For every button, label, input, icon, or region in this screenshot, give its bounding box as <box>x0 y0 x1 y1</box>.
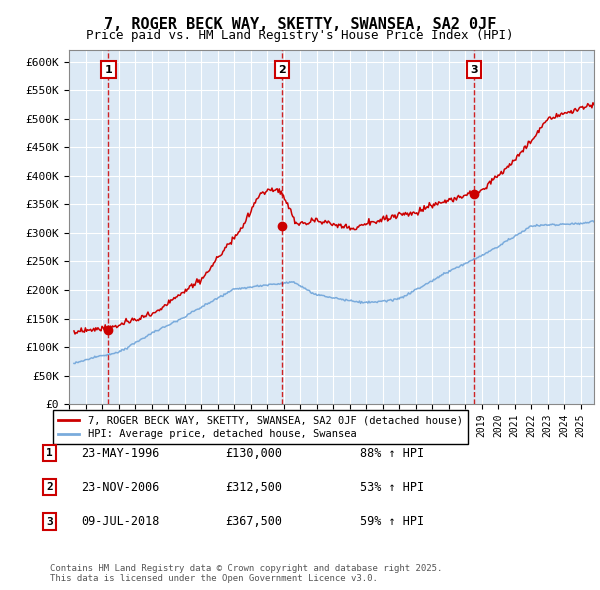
Text: Contains HM Land Registry data © Crown copyright and database right 2025.
This d: Contains HM Land Registry data © Crown c… <box>50 563 442 583</box>
Legend: 7, ROGER BECK WAY, SKETTY, SWANSEA, SA2 0JF (detached house), HPI: Average price: 7, ROGER BECK WAY, SKETTY, SWANSEA, SA2 … <box>53 411 468 444</box>
Text: Price paid vs. HM Land Registry's House Price Index (HPI): Price paid vs. HM Land Registry's House … <box>86 29 514 42</box>
Text: 23-NOV-2006: 23-NOV-2006 <box>81 481 160 494</box>
Text: 88% ↑ HPI: 88% ↑ HPI <box>360 447 424 460</box>
Text: £367,500: £367,500 <box>225 515 282 528</box>
Text: 1: 1 <box>104 65 112 74</box>
Text: 59% ↑ HPI: 59% ↑ HPI <box>360 515 424 528</box>
Text: 3: 3 <box>470 65 478 74</box>
Text: 23-MAY-1996: 23-MAY-1996 <box>81 447 160 460</box>
Text: £312,500: £312,500 <box>225 481 282 494</box>
Text: 2: 2 <box>278 65 286 74</box>
Text: 1: 1 <box>46 448 53 458</box>
Text: 53% ↑ HPI: 53% ↑ HPI <box>360 481 424 494</box>
Text: 09-JUL-2018: 09-JUL-2018 <box>81 515 160 528</box>
Text: 2: 2 <box>46 483 53 492</box>
Text: £130,000: £130,000 <box>225 447 282 460</box>
Text: 7, ROGER BECK WAY, SKETTY, SWANSEA, SA2 0JF: 7, ROGER BECK WAY, SKETTY, SWANSEA, SA2 … <box>104 17 496 31</box>
Text: 3: 3 <box>46 517 53 526</box>
